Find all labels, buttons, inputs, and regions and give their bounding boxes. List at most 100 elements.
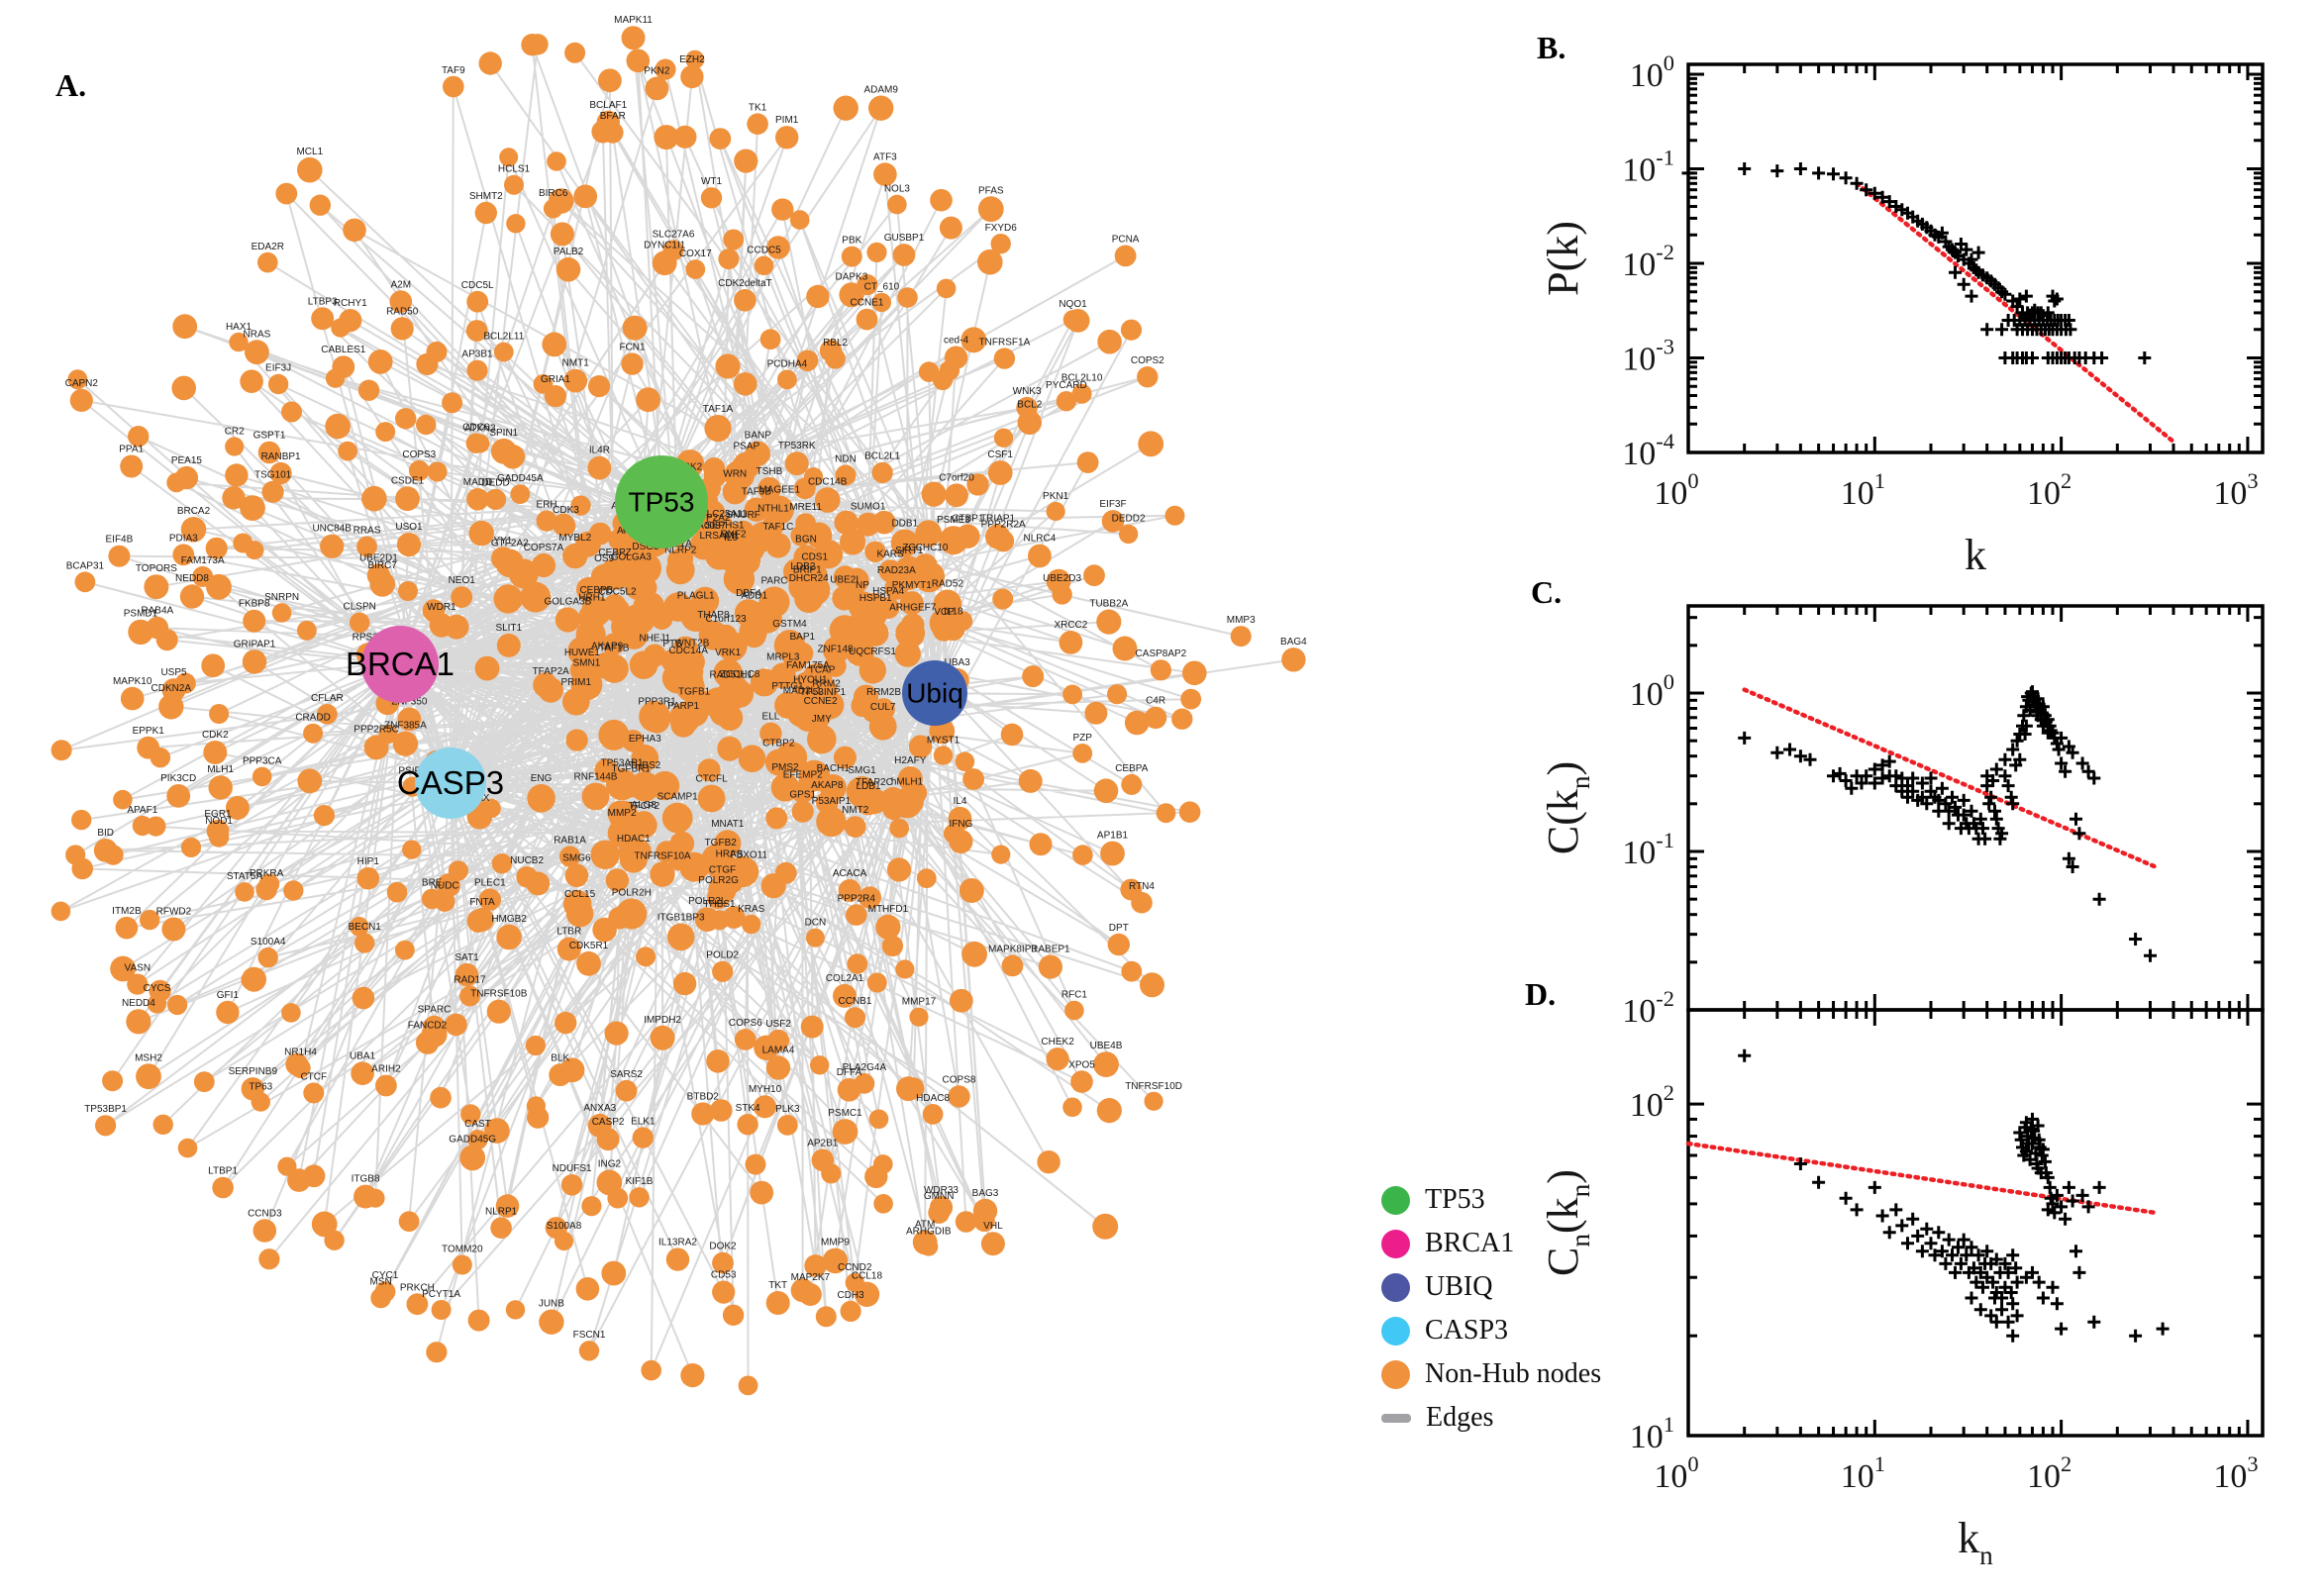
network-node: [402, 840, 422, 859]
network-node: [459, 1145, 486, 1171]
network-node-label: CDC5L: [461, 280, 494, 291]
scatter-points-D: [1738, 1048, 2170, 1343]
network-node: [102, 1070, 124, 1092]
network-node: [754, 255, 774, 276]
network-node-label: KIF1B: [626, 1176, 654, 1187]
network-node: [966, 473, 989, 496]
network-node: [466, 488, 489, 511]
network-node: [1093, 778, 1119, 803]
network-node-label: MSN: [369, 1277, 391, 1288]
network-node-label: SERPINB9: [229, 1066, 278, 1077]
network-node-label: THBS2: [629, 760, 661, 771]
network-node-label: GFI1: [217, 990, 240, 1001]
network-node-label: FAM173A: [181, 555, 225, 566]
network-node: [846, 904, 867, 926]
network-node: [161, 917, 186, 942]
network-node-label: CDC6: [462, 423, 490, 434]
network-node-label: BAG3: [972, 1188, 999, 1199]
network-node-label: TP53AP1: [601, 757, 644, 768]
network-node: [555, 1011, 577, 1035]
network-node: [408, 459, 430, 481]
network-node: [564, 42, 586, 63]
network-node-label: FCN1: [619, 342, 646, 352]
network-node: [621, 26, 646, 50]
network-node: [442, 392, 463, 414]
legend-label: BRCA1: [1425, 1228, 1515, 1258]
network-node: [527, 784, 556, 813]
network-node: [468, 520, 494, 547]
network-node: [565, 729, 588, 751]
network-node: [1107, 933, 1131, 956]
network-node: [349, 917, 369, 937]
network-node-label: ACACA: [833, 868, 867, 879]
network-node: [1072, 744, 1093, 763]
network-node: [856, 308, 878, 331]
network-node: [707, 886, 731, 910]
network-node: [960, 327, 987, 353]
network-node: [50, 740, 72, 761]
network-node-label: HCLS1: [498, 164, 531, 175]
network-node: [1230, 626, 1252, 648]
hub-node-casp3: [415, 748, 486, 819]
network-node: [115, 916, 139, 940]
network-node-label: WDR33: [924, 1185, 959, 1196]
network-node: [1178, 801, 1201, 823]
hub-label-casp3: CASP3: [397, 764, 504, 801]
network-node: [833, 746, 857, 769]
network-node-label: MSH2: [135, 1052, 162, 1063]
network-node: [710, 1099, 733, 1122]
network-node: [392, 731, 419, 756]
network-node: [922, 1104, 944, 1125]
network-node: [1070, 1070, 1093, 1093]
network-node: [875, 914, 901, 941]
network-node: [152, 1114, 173, 1136]
network-node-label: EDA2R: [252, 242, 284, 252]
network-node-label: DEDD2: [1112, 514, 1146, 525]
network-node: [844, 816, 866, 838]
network-node: [229, 332, 249, 352]
network-node: [303, 723, 324, 744]
network-node-label: GOLGA3: [611, 552, 653, 563]
network-node-label: XPO5: [1068, 1059, 1095, 1070]
network-node-label: GRIPAP1: [234, 639, 276, 649]
network-node-label: DYNC1I1: [644, 240, 686, 250]
network-node-label: WDR1: [427, 602, 456, 613]
network-node-label: MAPK8IP3: [988, 945, 1037, 955]
network-node-label: WT1: [701, 176, 723, 187]
network-node-label: PPP2R2A: [981, 519, 1026, 530]
network-node-label: CTGF: [709, 864, 736, 875]
network-node-label: NR1H4: [284, 1047, 317, 1058]
network-node-label: CABLES1: [321, 345, 365, 355]
network-node-label: BANP: [745, 431, 772, 442]
network-node: [499, 148, 519, 167]
network-node: [815, 1306, 837, 1328]
network-node: [680, 601, 711, 632]
x-tick-label-B: 101: [1841, 468, 1885, 512]
network-node-label: BECN1: [349, 922, 382, 933]
network-node: [706, 1049, 730, 1073]
network-node-label: ING2: [598, 1159, 622, 1170]
network-node: [386, 881, 408, 903]
network-node: [1038, 954, 1062, 979]
network-node-label: WNK3: [1013, 386, 1042, 397]
network-node-label: MLH1: [207, 764, 234, 775]
network-node: [945, 483, 968, 508]
network-node-label: CFLAR: [311, 693, 344, 704]
network-node-label: USO1: [395, 522, 423, 533]
network-node: [908, 735, 933, 758]
network-node-label: COL2A1: [826, 973, 864, 984]
network-node: [840, 1300, 861, 1322]
network-node: [738, 745, 766, 772]
network-node-label: RNF2: [720, 530, 747, 541]
y-tick-label-B: 10-4: [1622, 429, 1674, 472]
network-node-label: COPS8: [943, 1074, 976, 1085]
network-node: [840, 529, 866, 555]
network-node: [697, 758, 721, 782]
network-node: [715, 353, 741, 379]
edge-swatch-icon: [1381, 1413, 1411, 1423]
network-node-label: BTBD2: [687, 1091, 720, 1102]
network-node-label: CTCF: [300, 1071, 327, 1082]
network-node-label: FAM175A: [786, 660, 830, 671]
x-tick-label-D: 103: [2213, 1451, 2258, 1495]
network-node-label: CDS1: [801, 552, 828, 563]
